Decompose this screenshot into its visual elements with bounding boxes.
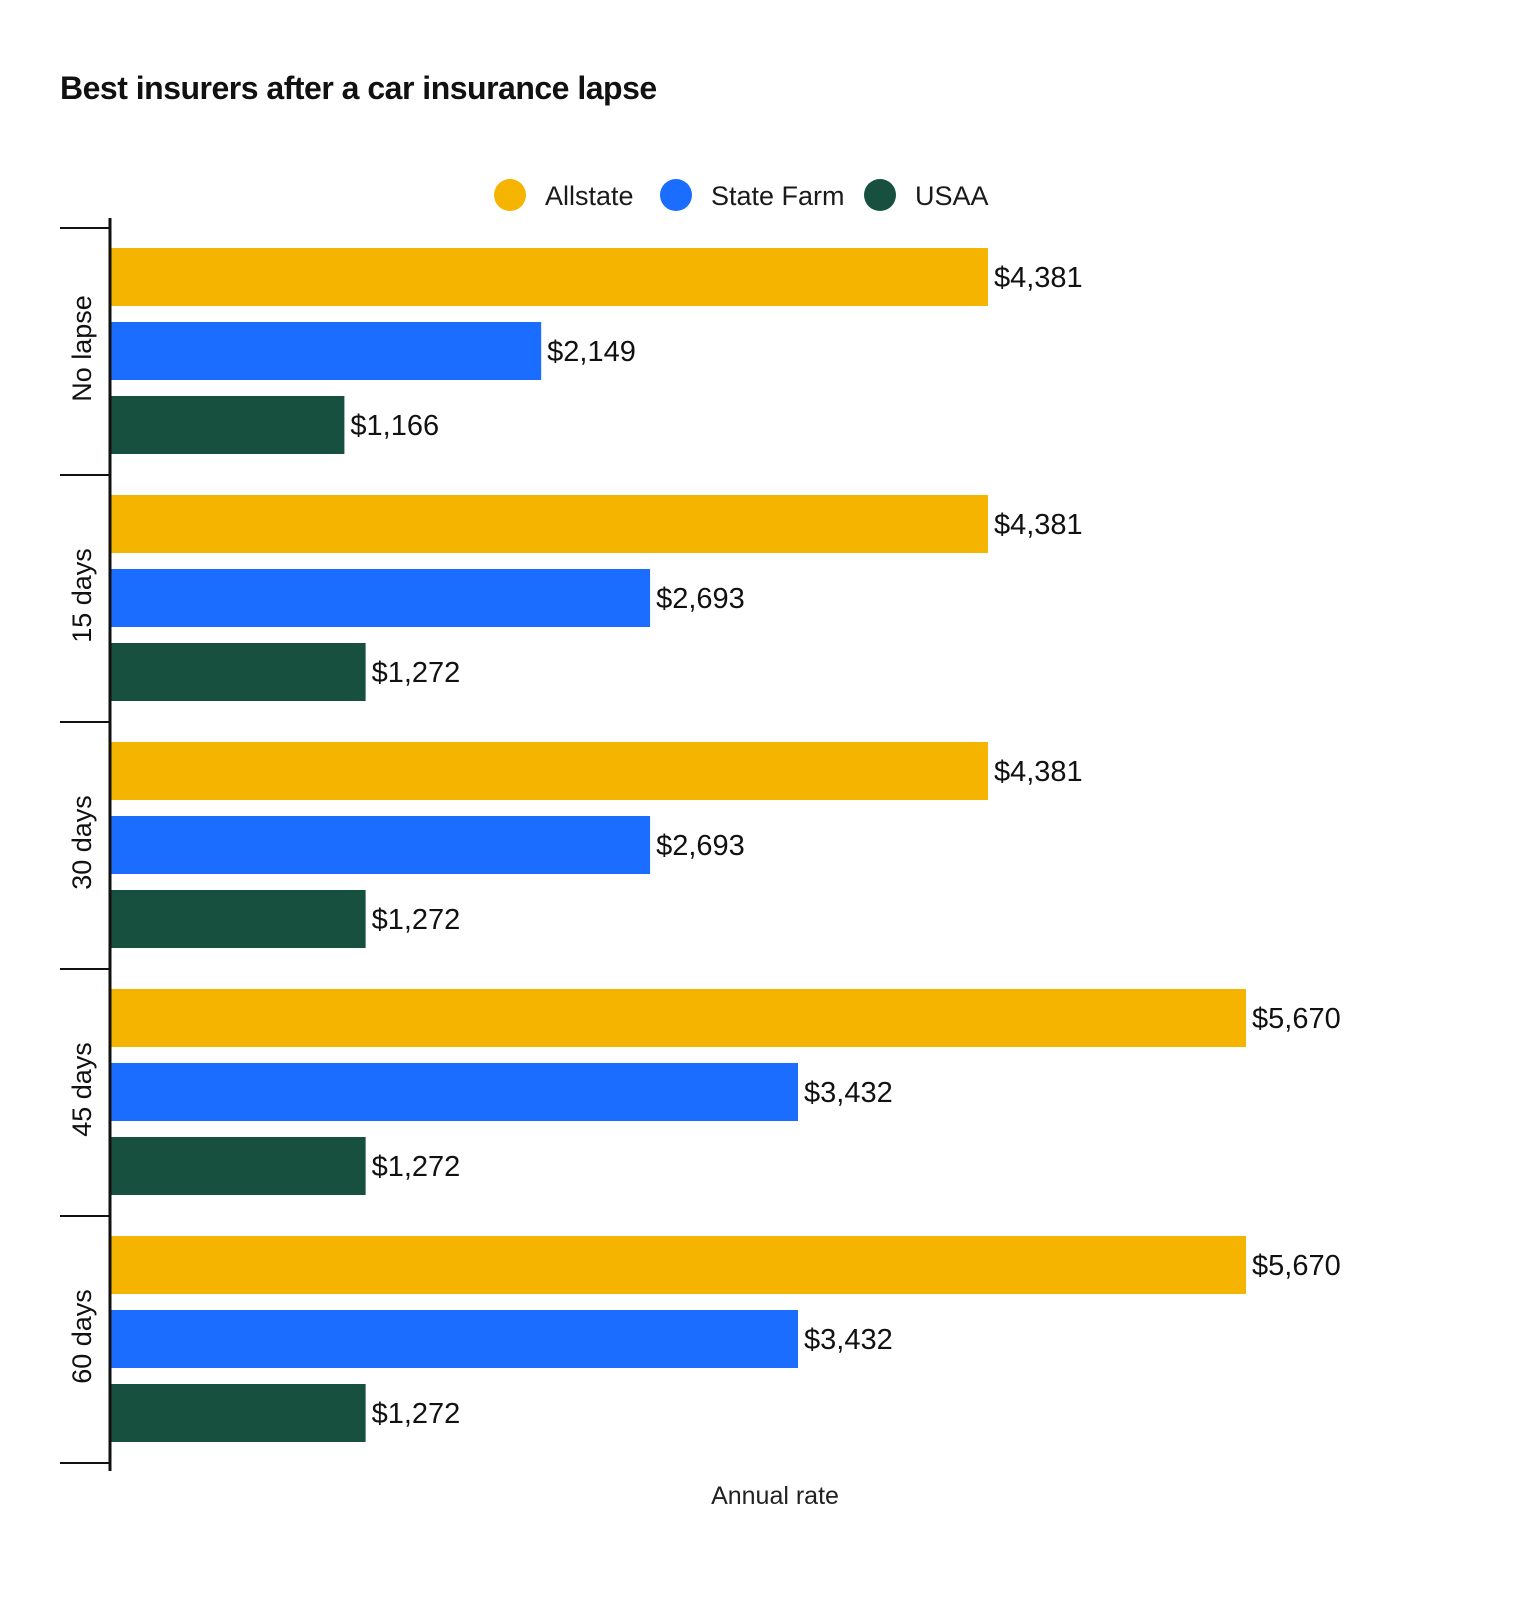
value-label-allstate-60-days: $5,670	[1252, 1250, 1341, 1282]
bar-allstate-15-days	[111, 495, 988, 553]
value-label-state-farm-30-days: $2,693	[656, 830, 745, 862]
category-label-60-days: 60 days	[67, 1289, 97, 1384]
bar-allstate-30-days	[111, 742, 988, 800]
legend-label-usaa: USAA	[915, 181, 989, 211]
x-axis-title: Annual rate	[711, 1482, 839, 1510]
legend-dot-usaa	[864, 179, 896, 211]
legend-dot-allstate	[494, 179, 526, 211]
bar-state-farm-45-days	[111, 1063, 799, 1121]
bar-usaa-45-days	[111, 1137, 366, 1195]
bar-state-farm-30-days	[111, 816, 651, 874]
value-label-allstate-15-days: $4,381	[994, 509, 1083, 541]
category-label-no-lapse: No lapse	[67, 295, 97, 402]
value-label-state-farm-15-days: $2,693	[656, 583, 745, 615]
value-label-allstate-30-days: $4,381	[994, 756, 1083, 788]
legend: Allstate State Farm USAA	[494, 179, 989, 211]
bar-allstate-no-lapse	[111, 248, 988, 306]
value-label-state-farm-45-days: $3,432	[804, 1077, 893, 1109]
legend-dot-state-farm	[660, 179, 692, 211]
value-label-allstate-45-days: $5,670	[1252, 1003, 1341, 1035]
value-label-usaa-15-days: $1,272	[372, 657, 461, 689]
bar-usaa-15-days	[111, 643, 366, 701]
value-label-state-farm-60-days: $3,432	[804, 1324, 893, 1356]
category-label-30-days: 30 days	[67, 795, 97, 890]
bar-allstate-60-days	[111, 1236, 1246, 1294]
bars-group: $4,381 $2,149 $1,166 $4,381 $2,693 $1,272 $4,3…	[111, 248, 1341, 1442]
category-label-15-days: 15 days	[67, 548, 97, 643]
category-label-45-days: 45 days	[67, 1042, 97, 1137]
bar-usaa-30-days	[111, 890, 366, 948]
legend-label-allstate: Allstate	[545, 181, 634, 211]
value-label-usaa-45-days: $1,272	[372, 1151, 461, 1183]
bar-state-farm-no-lapse	[111, 322, 542, 380]
value-label-usaa-60-days: $1,272	[372, 1398, 461, 1430]
bar-usaa-no-lapse	[111, 396, 345, 454]
value-label-usaa-30-days: $1,272	[372, 904, 461, 936]
value-label-usaa-no-lapse: $1,166	[350, 410, 439, 442]
value-label-allstate-no-lapse: $4,381	[994, 262, 1083, 294]
bar-usaa-60-days	[111, 1384, 366, 1442]
value-label-state-farm-no-lapse: $2,149	[547, 336, 636, 368]
legend-label-state-farm: State Farm	[711, 181, 845, 211]
bar-allstate-45-days	[111, 989, 1246, 1047]
y-axis: No lapse 15 days 30 days 45 days 60 days	[60, 218, 112, 1471]
bar-state-farm-60-days	[111, 1310, 799, 1368]
chart-title: Best insurers after a car insurance laps…	[60, 70, 657, 106]
bar-state-farm-15-days	[111, 569, 651, 627]
